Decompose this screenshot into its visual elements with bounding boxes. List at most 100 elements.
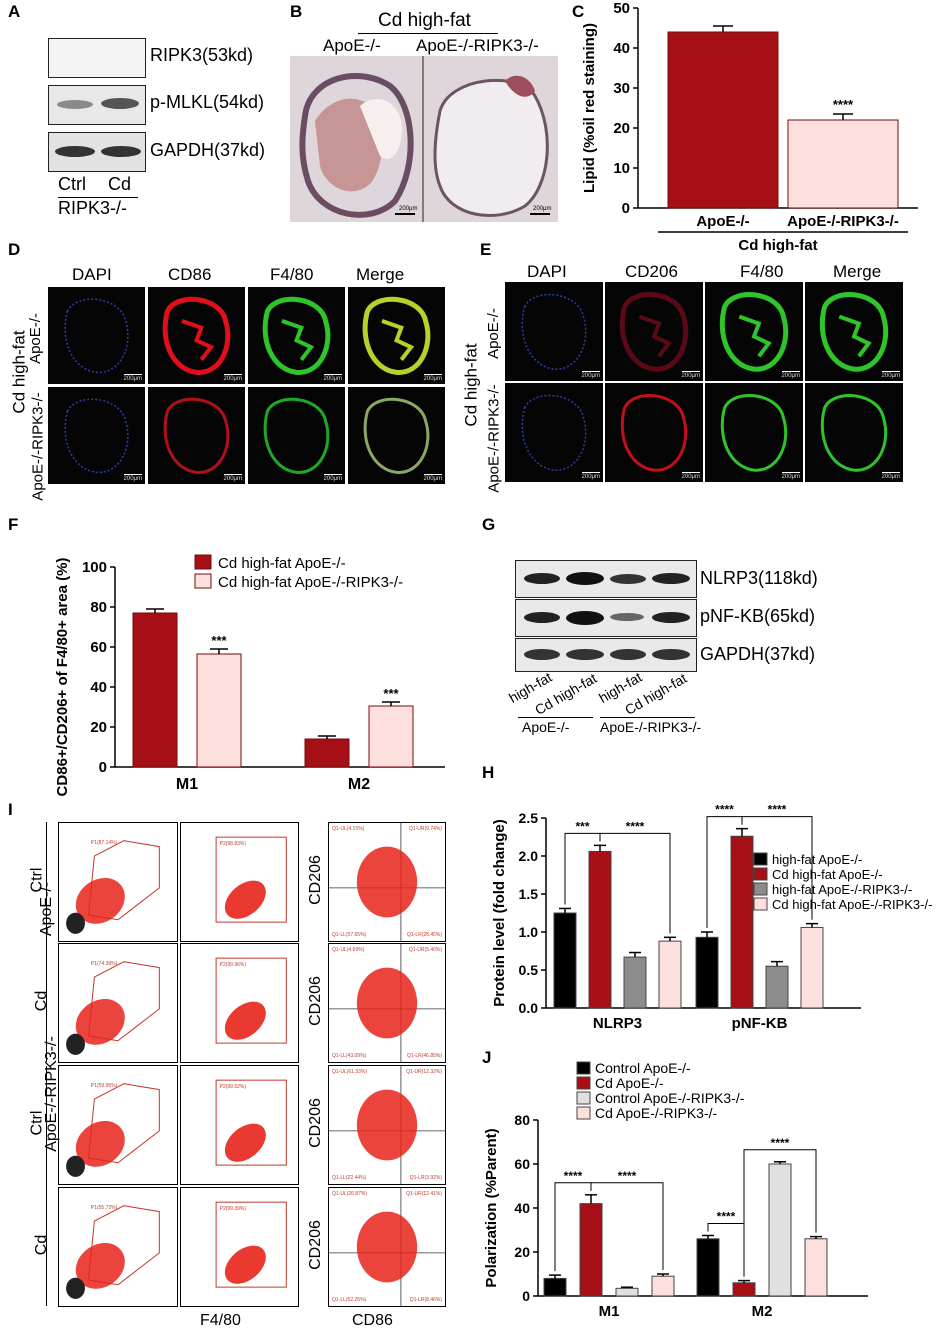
- panel-label-c: C: [572, 2, 585, 21]
- y-tick-label: 1.0: [519, 924, 539, 940]
- y-tick-label: 20: [514, 1244, 530, 1260]
- blot-gapdh: [48, 132, 146, 172]
- panel-label-a: A: [8, 2, 21, 21]
- flow-col-f480: F4/80: [200, 1312, 241, 1329]
- legend-label: Control ApoE-/-: [595, 1060, 691, 1076]
- x-tick-label: ApoE-/-RIPK3-/-: [787, 213, 899, 230]
- quadrant-plot: Q1-UL(4.15%) Q1-UR(9.74%) Q1-LL(57.65%) Q1-…: [328, 822, 446, 942]
- legend-swatch: [194, 573, 212, 589]
- y-tick-label: 20: [90, 719, 107, 736]
- blot-gapdh-g: [515, 638, 697, 672]
- blot-ripk3: [48, 38, 146, 78]
- fluorescence-image: 200μm: [505, 282, 603, 381]
- if-d-row-apoe: ApoE-/-: [26, 313, 44, 364]
- gate-label: P2(99.39%): [219, 1205, 247, 1212]
- f480-gate-plot: P2(99.96%): [180, 943, 299, 1063]
- bar: [304, 738, 350, 768]
- bar: [579, 1203, 603, 1297]
- bar: [787, 119, 899, 209]
- x-tick-label: M2: [752, 1303, 773, 1320]
- bar: [768, 1163, 792, 1297]
- legend-swatch: [753, 852, 768, 866]
- x-tick-label: pNF-KB: [732, 1015, 788, 1032]
- quadrant-y-label: CD206: [306, 1098, 324, 1148]
- quadrant-label: Q1-UL(4.15%): [332, 826, 365, 832]
- divider: [518, 717, 593, 718]
- panel-label-h: H: [482, 763, 495, 782]
- gate-label: P2(99.96%): [219, 961, 247, 968]
- if-d-col-dapi: DAPI: [72, 265, 112, 284]
- bar: [667, 31, 779, 209]
- significance-label: ***: [575, 819, 589, 833]
- scalebar-label: 200μm: [533, 206, 552, 212]
- significance-label: ****: [564, 1169, 583, 1183]
- scalebar-label: 200μm: [881, 472, 901, 480]
- gate-label: P1(55.72%): [90, 1204, 118, 1211]
- if-e-row-apoe-ripk3: ApoE-/-RIPK3-/-: [485, 384, 503, 493]
- y-tick-label: 60: [90, 639, 107, 656]
- fluorescence-image: 200μm: [148, 287, 245, 384]
- histology-image: 200μm 200μm: [290, 56, 558, 222]
- y-tick-label: 80: [90, 599, 107, 616]
- y-tick-label: 0: [522, 1288, 530, 1304]
- bar: [553, 912, 577, 1009]
- significance-label: ***: [211, 633, 227, 648]
- chart-c: 0 10 20 30 40 50 ApoE-/- **** ApoE-/-RIPK3-/- Cd …: [581, 0, 918, 254]
- fluorescence-image: 200μm: [705, 282, 803, 381]
- fluorescence-image: 200μm: [348, 287, 445, 384]
- fluorescence-image: 200μm: [348, 387, 445, 484]
- quadrant-label: Q1-UL(61.33%): [332, 1069, 368, 1075]
- y-tick-label: 0.0: [519, 1000, 539, 1016]
- bar: [732, 1282, 756, 1297]
- scalebar-label: 200μm: [581, 472, 601, 480]
- x-tick-label: M1: [176, 776, 198, 793]
- divider: [58, 197, 138, 198]
- scalebar-label: 200μm: [881, 371, 901, 379]
- quadrant-label: Q1-LL(43.09%): [332, 1053, 367, 1059]
- blot-nlrp3: [515, 560, 697, 598]
- fluorescence-image: 200μm: [505, 383, 603, 482]
- panel-label-i: I: [8, 800, 13, 819]
- legend-label: Cd ApoE-/-RIPK3-/-: [595, 1105, 717, 1121]
- legend-label: Cd high-fat ApoE-/-RIPK3-/-: [218, 574, 403, 591]
- legend-label: Cd high-fat ApoE-/-: [218, 555, 346, 572]
- legend-swatch: [576, 1076, 591, 1090]
- if-e-col-cd206: CD206: [625, 262, 678, 281]
- chart-j: 0 20 40 60 80 M1 M2 **** **** **** **** Control Apo…: [483, 1060, 868, 1320]
- f480-gate-plot: P2(99.39%): [180, 1187, 299, 1307]
- blot-label-gapdh-g: GAPDH(37kd): [700, 644, 816, 664]
- y-tick-label: 2.0: [519, 848, 539, 864]
- if-d-col-f480: F4/80: [270, 265, 314, 284]
- legend-swatch: [753, 897, 768, 911]
- blot-pmlkl: [48, 85, 146, 125]
- significance-label: ****: [715, 803, 734, 817]
- blot-label-gapdh: GAPDH(37kd): [150, 140, 266, 160]
- significance-label: ****: [768, 803, 787, 817]
- quadrant-label: Q1-LR(3.92%): [409, 1175, 442, 1181]
- fluorescence-image: 200μm: [805, 282, 903, 381]
- scalebar-label: 200μm: [781, 472, 801, 480]
- legend-label: high-fat ApoE-/-RIPK3-/-: [772, 882, 912, 897]
- histology-header: Cd high-fat: [378, 10, 471, 31]
- chart-f: 0 20 40 60 80 100 *** M1 *** M2 Cd high-fat ApoE-/…: [54, 554, 445, 796]
- blot-label-ripk3: RIPK3(53kd): [150, 45, 254, 65]
- bar: [132, 612, 178, 768]
- if-e-col-merge: Merge: [833, 262, 882, 281]
- lane-label-ctrl: Ctrl: [58, 174, 86, 194]
- group-label: ApoE-/-: [522, 719, 570, 735]
- y-tick-label: 40: [613, 40, 630, 57]
- y-tick-label: 0: [99, 759, 107, 776]
- x-tick-label: ApoE-/-: [696, 213, 749, 230]
- x-tick-label: NLRP3: [593, 1015, 642, 1032]
- panel-label-g: G: [482, 515, 496, 534]
- bar: [543, 1277, 567, 1297]
- bar: [623, 956, 647, 1009]
- fluorescence-image: 200μm: [48, 287, 145, 384]
- fluorescence-image: 200μm: [605, 282, 703, 381]
- quadrant-label: Q1-UL(4.69%): [332, 947, 365, 953]
- flow-group-apoe-ripk3: ApoE-/-RIPK3-/-: [42, 1036, 60, 1152]
- significance-bracket: [741, 816, 813, 920]
- fluorescence-image: 200μm: [805, 383, 903, 482]
- gate-label: P1(87.14%): [90, 839, 118, 846]
- quadrant-plot: Q1-UL(26.87%) Q1-UR(12.41%) Q1-LL(52.26%) Q…: [328, 1187, 446, 1307]
